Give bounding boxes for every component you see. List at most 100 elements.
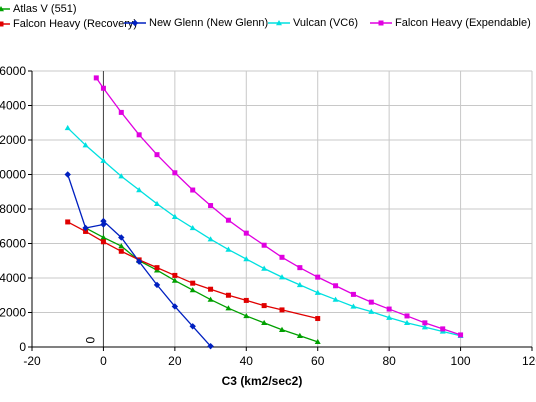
data-point (118, 248, 124, 254)
data-point (83, 228, 89, 234)
data-point (314, 338, 321, 345)
chart-grid (32, 70, 533, 347)
legend-item-falcon-heavy-recovery: Falcon Heavy (Recovery) (0, 18, 137, 30)
series-2 (64, 171, 214, 350)
data-point (154, 265, 160, 271)
data-point (171, 277, 178, 283)
data-point (315, 274, 321, 280)
legend-swatch (370, 20, 392, 26)
data-point (314, 289, 321, 295)
data-point (171, 303, 179, 310)
chart-legend: Atlas V (551) Falcon Heavy (Recovery) Ne… (0, 0, 536, 50)
chart-labels: -200204060801001200200040006000800010000… (0, 64, 536, 368)
data-point (296, 332, 303, 338)
data-point (172, 272, 178, 278)
legend-item-vulcan: Vulcan (VC6) (268, 17, 358, 29)
y-tick-label: 8000 (0, 202, 26, 216)
data-point (279, 274, 285, 280)
data-point (279, 254, 285, 260)
legend-item-new-glenn: New Glenn (New Glenn) (124, 17, 268, 29)
data-point (100, 221, 107, 228)
data-point (421, 324, 428, 330)
data-point (261, 319, 268, 326)
y-tick-label: 12000 (0, 133, 26, 147)
legend-swatch (268, 20, 290, 26)
legend-label: Falcon Heavy (Recovery) (13, 18, 138, 30)
x-tick-label: 40 (240, 354, 254, 368)
data-point (261, 265, 268, 271)
data-point (65, 219, 71, 225)
data-point (243, 256, 250, 262)
series-0 (82, 224, 321, 345)
data-point (315, 316, 321, 322)
data-point (190, 187, 196, 193)
legend-item-atlas-v: Atlas V (551) (0, 3, 77, 15)
data-point (296, 281, 303, 288)
data-point (64, 124, 71, 131)
data-point (82, 224, 89, 232)
legend-label: Vulcan (VC6) (293, 17, 359, 29)
series-line (67, 174, 212, 347)
data-point (404, 313, 410, 319)
x-tick-label: 60 (311, 354, 325, 368)
data-point (225, 292, 231, 298)
data-point (153, 281, 161, 289)
chart-axes (28, 70, 533, 351)
data-point (404, 319, 410, 326)
data-point (261, 242, 267, 248)
y-tick-label: 4000 (0, 271, 26, 285)
data-point (386, 306, 392, 312)
data-point (422, 320, 428, 326)
legend-swatch (0, 6, 10, 12)
data-point (368, 308, 375, 314)
legend-label: Atlas V (551) (13, 3, 77, 15)
x-tick-label: 20 (168, 354, 182, 368)
chart-series (64, 75, 464, 350)
data-point (350, 303, 357, 309)
data-point (100, 234, 107, 240)
data-point (350, 291, 356, 297)
legend-swatch (0, 21, 10, 27)
series-line (67, 221, 318, 320)
series-line (95, 77, 461, 336)
data-point (118, 109, 124, 115)
data-point (225, 217, 231, 223)
series-line (85, 227, 318, 343)
data-point (82, 142, 89, 148)
legend-marker (0, 6, 4, 12)
data-point (279, 307, 285, 313)
x-tick-label: -20 (23, 354, 41, 368)
legend-label: Falcon Heavy (Expendable) (395, 17, 531, 29)
data-point (118, 243, 125, 249)
data-point (243, 312, 250, 319)
data-point (136, 187, 143, 193)
y-tick-label: 14000 (0, 99, 26, 113)
y-tick-label: 6000 (0, 237, 26, 251)
data-point (225, 246, 232, 252)
data-point (208, 286, 214, 292)
data-point (332, 296, 339, 302)
data-point (100, 239, 106, 245)
x-axis-title: C3 (km2/sec2) (222, 374, 303, 388)
data-point (440, 326, 446, 332)
x-tick-label: 80 (382, 354, 396, 368)
data-point (207, 296, 214, 302)
legend-item-falcon-heavy-expendable: Falcon Heavy (Expendable) (370, 17, 531, 29)
legend-marker (0, 21, 4, 27)
legend-marker (378, 20, 384, 26)
data-point (261, 303, 267, 309)
data-point (118, 173, 125, 179)
legend-marker (276, 20, 282, 26)
legend-label: New Glenn (New Glenn) (149, 17, 269, 29)
legend-swatch (124, 19, 146, 27)
x-tick-label: 0 (100, 354, 107, 368)
data-point (100, 157, 107, 163)
data-point (135, 258, 143, 265)
data-point (386, 314, 393, 320)
data-point (225, 305, 232, 311)
y-tick-label: 2000 (0, 306, 26, 320)
y-tick-label: 0 (19, 340, 26, 354)
data-point (93, 75, 99, 81)
data-point (458, 332, 464, 338)
